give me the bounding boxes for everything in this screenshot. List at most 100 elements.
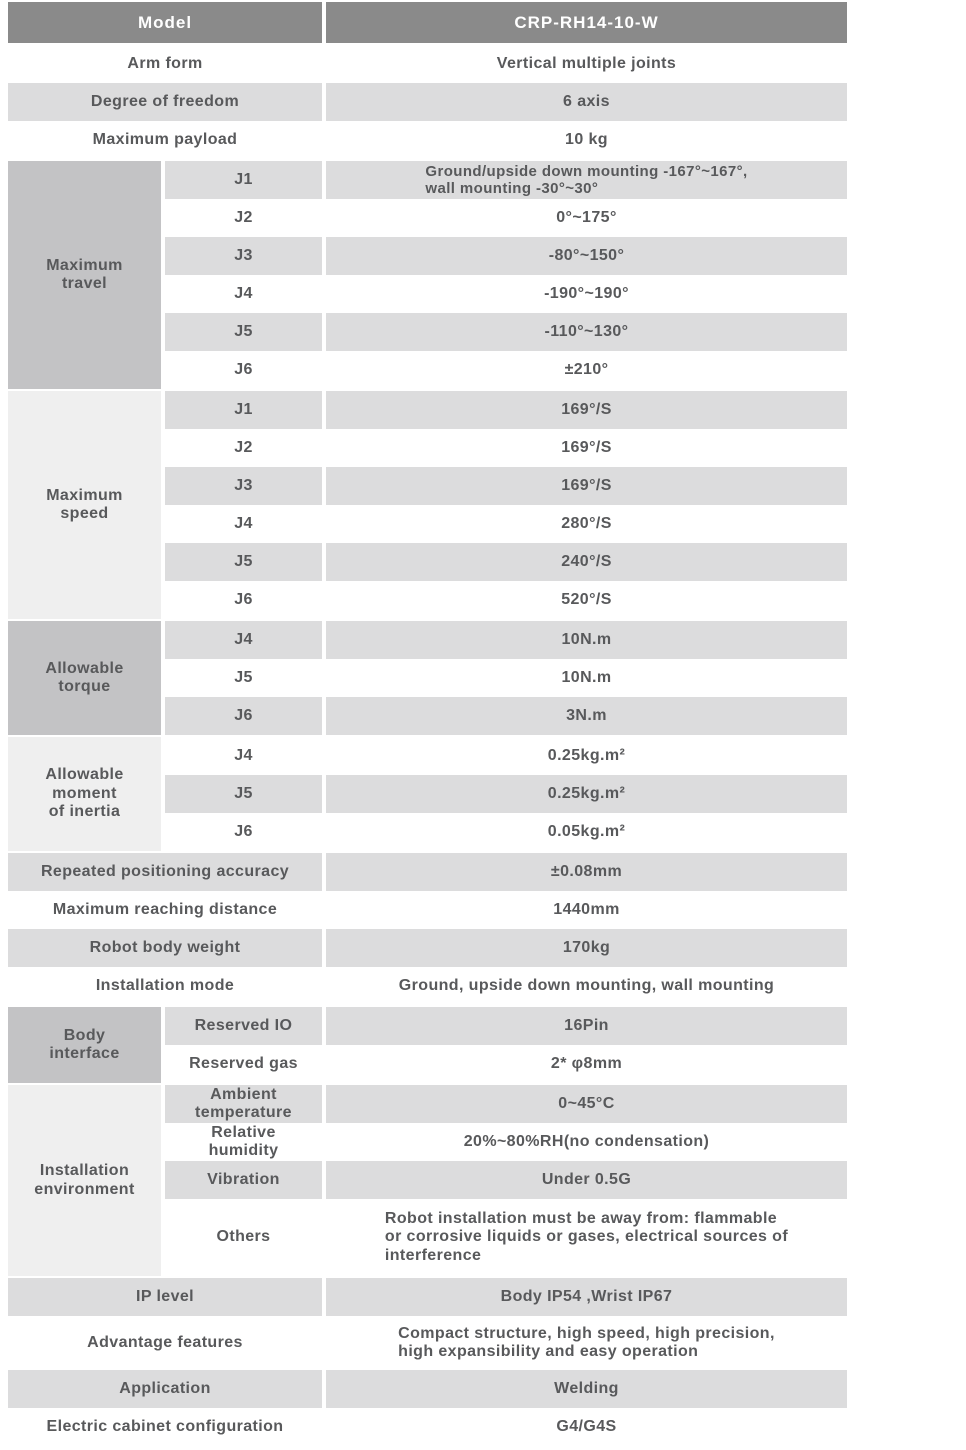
joint-label: J5 [234,668,253,686]
row-label: Repeated positioning accuracy [8,853,322,891]
group-label-allowable-moment-of-inertia: Allowable moment of inertia [8,737,161,851]
table-row: Electric cabinet configuration G4/G4S [8,1408,847,1446]
row-value: Vertical multiple joints [496,54,677,72]
joint-label: J4 [165,621,322,659]
row-value: ±210° [564,360,609,378]
joint-label: J2 [234,208,253,226]
joint-label: J4 [234,514,253,532]
joint-label: Reserved gas [189,1054,298,1072]
joint-label: J5 [165,543,322,581]
table-row: Robot body weight 170kg [8,929,847,967]
table-row: J4 0.25kg.m² [165,737,847,775]
robot-spec-table: Model CRP-RH14-10-W Arm form Vertical mu… [8,2,847,1446]
table-row: IP level Body IP54 ,Wrist IP67 [8,1278,847,1316]
row-value: 10 kg [565,130,608,148]
row-value: 169°/S [326,467,847,505]
table-row: Repeated positioning accuracy ±0.08mm [8,853,847,891]
table-row: J2 169°/S [165,429,847,467]
table-row: J5 -110°~130° [165,313,847,351]
row-value: 16Pin [326,1007,847,1045]
joint-label: Others [216,1228,271,1246]
row-value: 20%~80%RH(no condensation) [463,1132,710,1150]
group-label-allowable-torque: Allowable torque [8,621,161,735]
table-row: Vibration Under 0.5G [165,1161,847,1199]
row-label: Degree of freedom [8,83,322,121]
row-value: 6 axis [326,83,847,121]
row-value: 169°/S [561,438,612,456]
table-row: Degree of freedom 6 axis [8,83,847,121]
section-performance: Repeated positioning accuracy ±0.08mm Ma… [8,853,847,1005]
row-value: -80°~150° [326,237,847,275]
table-header-row: Model CRP-RH14-10-W [8,2,847,43]
joint-label: J1 [165,161,322,199]
table-row: J2 0°~175° [165,199,847,237]
row-value: Under 0.5G [326,1161,847,1199]
row-value: Ground/upside down mounting -167°~167°, … [326,161,847,199]
table-row: J3 169°/S [165,467,847,505]
table-row: J6 3N.m [165,697,847,735]
section-maximum-travel: Maximum travel J1 Ground/upside down mou… [8,161,847,389]
section-allowable-torque: Allowable torque J4 10N.m J5 10N.m J6 3N… [8,621,847,735]
joint-label: J3 [165,467,322,505]
table-row: J5 240°/S [165,543,847,581]
row-label: Robot body weight [8,929,322,967]
header-model-text: Model [137,12,193,32]
table-row: Relative humidity 20%~80%RH(no condensat… [165,1123,847,1161]
section-installation-environment: Installation environment Ambient tempera… [8,1085,847,1276]
header-model-value-text: CRP-RH14-10-W [514,12,659,32]
row-value: 0.25kg.m² [326,775,847,813]
row-label: Application [8,1370,322,1408]
group-label-maximum-speed: Maximum speed [8,391,161,619]
row-value: 10N.m [326,621,847,659]
section-allowable-moment-of-inertia: Allowable moment of inertia J4 0.25kg.m²… [8,737,847,851]
table-row: J1 Ground/upside down mounting -167°~167… [165,161,847,199]
row-value: 169°/S [326,391,847,429]
joint-label: Vibration [165,1161,322,1199]
table-row: J4 280°/S [165,505,847,543]
joint-label: J6 [165,697,322,735]
row-value: 0~45°C [326,1085,847,1123]
table-row: Reserved IO 16Pin [165,1007,847,1045]
row-label: Maximum reaching distance [52,900,278,918]
table-row: Maximum reaching distance 1440mm [8,891,847,929]
joint-label: J6 [234,590,253,608]
table-row: Reserved gas 2* φ8mm [165,1045,847,1083]
joint-label: J3 [165,237,322,275]
joint-label: J5 [165,313,322,351]
row-label: Electric cabinet configuration [46,1417,284,1435]
row-value: Robot installation must be away from: fl… [384,1209,789,1264]
table-row: J4 10N.m [165,621,847,659]
row-value: Ground, upside down mounting, wall mount… [398,976,775,994]
row-value: 1440mm [553,900,620,918]
table-row: J5 0.25kg.m² [165,775,847,813]
row-value: Body IP54 ,Wrist IP67 [326,1278,847,1316]
table-row: Advantage features Compact structure, hi… [8,1316,847,1370]
row-label: Advantage features [87,1333,243,1351]
row-value: -190°~190° [544,284,629,302]
joint-label: Reserved IO [165,1007,322,1045]
row-value: G4/G4S [556,1417,617,1435]
row-label: IP level [8,1278,322,1316]
row-value: 10N.m [561,668,612,686]
row-value: Welding [326,1370,847,1408]
row-value: 3N.m [326,697,847,735]
row-value: 0.05kg.m² [547,822,626,840]
table-row: Arm form Vertical multiple joints [8,45,847,83]
row-value: 240°/S [326,543,847,581]
joint-label: J6 [234,822,253,840]
row-label: Maximum payload [92,130,238,148]
row-label: Installation mode [95,976,235,994]
table-row: Others Robot installation must be away f… [165,1199,847,1276]
table-row: Application Welding [8,1370,847,1408]
group-label-installation-environment: Installation environment [8,1085,161,1276]
section-maximum-speed: Maximum speed J1 169°/S J2 169°/S J3 169… [8,391,847,619]
table-row: Installation mode Ground, upside down mo… [8,967,847,1005]
group-label-body-interface: Body interface [8,1007,161,1083]
row-value: 280°/S [561,514,612,532]
row-value: 0°~175° [556,208,617,226]
joint-label: J1 [165,391,322,429]
joint-label: J2 [234,438,253,456]
row-value: Compact structure, high speed, high prec… [398,1324,775,1360]
row-value: ±0.08mm [326,853,847,891]
group-label-maximum-travel: Maximum travel [8,161,161,389]
